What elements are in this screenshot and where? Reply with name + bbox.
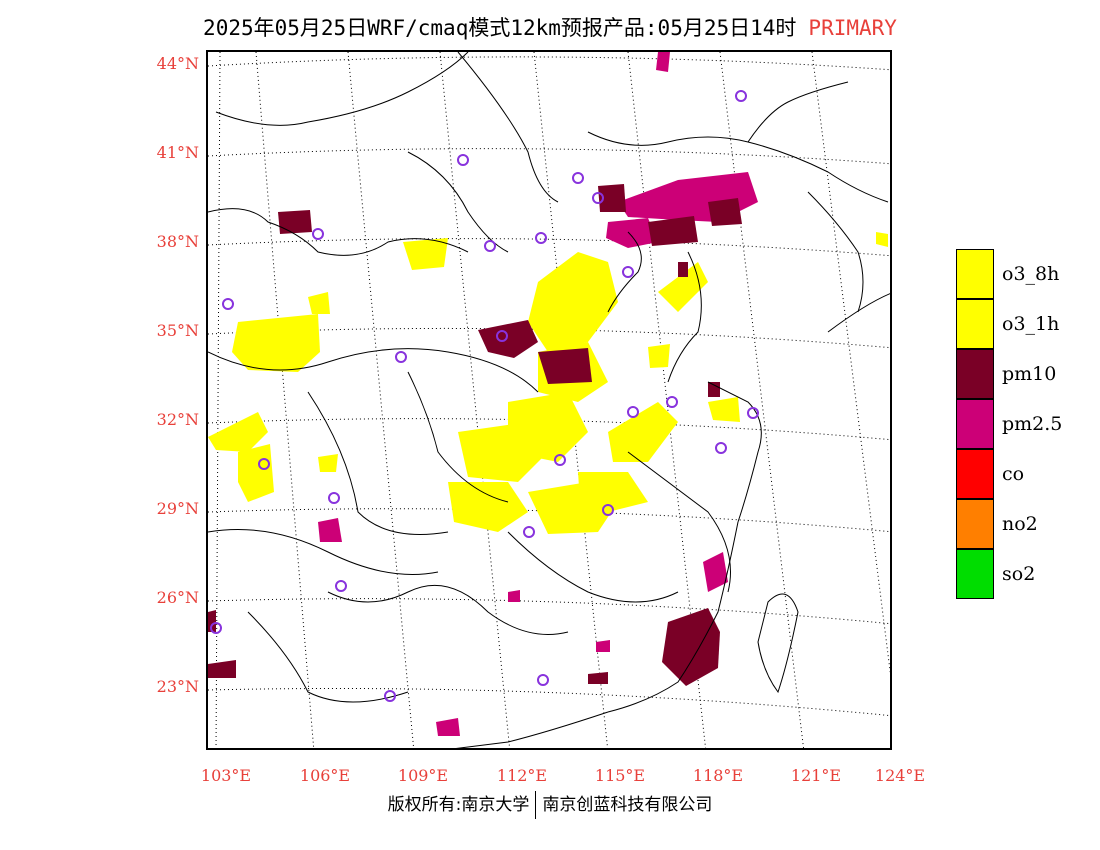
pm10-areas xyxy=(208,184,742,686)
lon-label-112e: 112°E xyxy=(496,766,548,785)
lat-label-35n: 35°N xyxy=(156,321,199,340)
lon-label-103e: 103°E xyxy=(200,766,252,785)
legend-swatch-co xyxy=(956,449,994,499)
lon-label-115e: 115°E xyxy=(594,766,646,785)
legend-swatch-pm10 xyxy=(956,349,994,399)
legend: o3_8h o3_1h pm10 pm2.5 co no2 so2 xyxy=(956,249,1086,599)
legend-item-no2: no2 xyxy=(956,499,1086,549)
lon-label-106e: 106°E xyxy=(299,766,351,785)
lat-label-26n: 26°N xyxy=(156,588,199,607)
copyright-left: 版权所有:南京大学 xyxy=(387,795,530,815)
legend-label-co: co xyxy=(1002,463,1025,485)
legend-label-no2: no2 xyxy=(1002,513,1038,535)
lat-label-32n: 32°N xyxy=(156,410,199,429)
lat-label-38n: 38°N xyxy=(156,232,199,251)
lat-label-41n: 41°N xyxy=(156,143,199,162)
legend-label-so2: so2 xyxy=(1002,563,1036,585)
boundary-lines xyxy=(208,52,890,748)
copyright-footer: 版权所有:南京大学 南京创蓝科技有限公司 xyxy=(0,790,1100,819)
footer-separator xyxy=(535,791,537,819)
lat-label-29n: 29°N xyxy=(156,499,199,518)
map-canvas xyxy=(208,52,890,748)
lon-label-124e: 124°E xyxy=(874,766,926,785)
lon-label-109e: 109°E xyxy=(397,766,449,785)
legend-swatch-o3-1h xyxy=(956,299,994,349)
legend-swatch-pm25 xyxy=(956,399,994,449)
legend-swatch-so2 xyxy=(956,549,994,599)
map-panel[interactable] xyxy=(206,50,892,750)
lat-label-44n: 44°N xyxy=(156,54,199,73)
legend-item-o3-1h: o3_1h xyxy=(956,299,1086,349)
map-title-main: 2025年05月25日WRF/cmaq模式12km预报产品:05月25日14时 xyxy=(203,16,797,40)
legend-item-so2: so2 xyxy=(956,549,1086,599)
legend-item-pm10: pm10 xyxy=(956,349,1086,399)
legend-swatch-no2 xyxy=(956,499,994,549)
legend-item-pm25: pm2.5 xyxy=(956,399,1086,449)
legend-label-pm10: pm10 xyxy=(1002,363,1057,385)
map-title-tag: PRIMARY xyxy=(808,16,897,40)
map-title: 2025年05月25日WRF/cmaq模式12km预报产品:05月25日14时 P… xyxy=(0,12,1100,42)
legend-label-pm25: pm2.5 xyxy=(1002,413,1063,435)
legend-item-co: co xyxy=(956,449,1086,499)
legend-label-o3-8h: o3_8h xyxy=(1002,263,1060,285)
copyright-right: 南京创蓝科技有限公司 xyxy=(542,795,713,815)
lat-label-23n: 23°N xyxy=(156,677,199,696)
o3-areas xyxy=(208,232,888,534)
station-markers xyxy=(210,90,759,702)
lon-label-118e: 118°E xyxy=(692,766,744,785)
legend-item-o3-8h: o3_8h xyxy=(956,249,1086,299)
lon-label-121e: 121°E xyxy=(790,766,842,785)
legend-swatch-o3-8h xyxy=(956,249,994,299)
legend-label-o3-1h: o3_1h xyxy=(1002,313,1060,335)
